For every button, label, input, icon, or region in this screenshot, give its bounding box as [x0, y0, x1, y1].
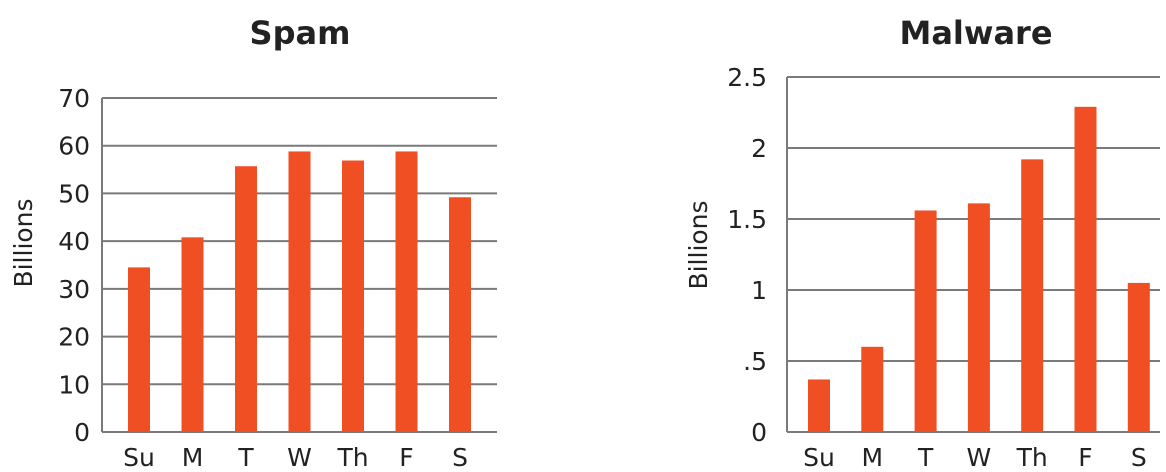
malware-y-tick-label: 2 [751, 134, 767, 163]
malware-y-tick-label: 2.5 [727, 63, 767, 92]
malware-y-tick-label: 1 [751, 276, 767, 305]
malware-bar [1074, 106, 1097, 432]
malware-x-tick-label: Su [803, 443, 835, 472]
malware-x-tick-labels: Su M T W Th F S [803, 443, 1147, 472]
spam-bar [235, 166, 257, 432]
malware-bar [914, 210, 937, 432]
spam-x-tick-label: M [182, 443, 204, 472]
spam-x-tick-label: T [237, 443, 254, 472]
spam-y-tick-label: 10 [58, 370, 90, 399]
malware-x-tick-label: F [1078, 443, 1092, 472]
spam-y-tick-label: 70 [58, 84, 90, 113]
spam-y-axis-label: Billions [9, 198, 38, 287]
malware-bar [1021, 159, 1044, 433]
malware-y-tick-label: 1.5 [727, 205, 767, 234]
malware-y-tick-label: 0 [751, 418, 767, 447]
spam-bar [342, 160, 364, 432]
malware-x-tick-label: T [917, 443, 934, 472]
malware-x-tick-label: S [1131, 443, 1147, 472]
malware-chart-title: Malware [899, 14, 1052, 52]
spam-chart: Spam Billions 0 10 20 30 40 50 60 70 Su M T W Th F S [9, 14, 497, 472]
malware-x-tick-label: W [967, 443, 992, 472]
malware-x-tick-label: M [862, 443, 884, 472]
malware-bars [808, 106, 1150, 433]
spam-x-tick-labels: Su M T W Th F S [123, 443, 468, 472]
spam-chart-title: Spam [250, 14, 351, 52]
spam-y-tick-label: 40 [58, 227, 90, 256]
malware-bar [808, 379, 830, 432]
spam-bar [449, 197, 471, 432]
malware-bar [1127, 282, 1150, 432]
malware-x-tick-label: Th [1016, 443, 1048, 472]
spam-y-tick-label: 0 [74, 418, 90, 447]
malware-bar [967, 203, 990, 432]
malware-chart: Malware Billions 0 .5 1 1.5 2 2.5 Su M T W Th F S [684, 14, 1160, 472]
spam-y-tick-label: 20 [58, 323, 90, 352]
malware-y-tick-labels: 0 .5 1 1.5 2 2.5 [727, 63, 767, 447]
spam-x-tick-label: W [287, 443, 312, 472]
spam-bars [128, 151, 471, 432]
spam-y-tick-label: 30 [58, 275, 90, 304]
malware-bar [861, 346, 884, 432]
spam-x-tick-label: Su [123, 443, 155, 472]
spam-y-tick-labels: 0 10 20 30 40 50 60 70 [58, 84, 90, 447]
spam-y-tick-label: 50 [58, 179, 90, 208]
spam-x-tick-label: F [399, 443, 413, 472]
spam-bar [128, 267, 150, 432]
spam-x-tick-label: S [452, 443, 468, 472]
spam-bar [288, 151, 311, 432]
spam-bar [181, 237, 204, 432]
malware-y-tick-label: .5 [743, 347, 767, 376]
spam-bar [395, 151, 418, 432]
spam-x-tick-label: Th [336, 443, 368, 472]
malware-y-axis-label: Billions [684, 200, 713, 289]
spam-y-tick-label: 60 [58, 132, 90, 161]
